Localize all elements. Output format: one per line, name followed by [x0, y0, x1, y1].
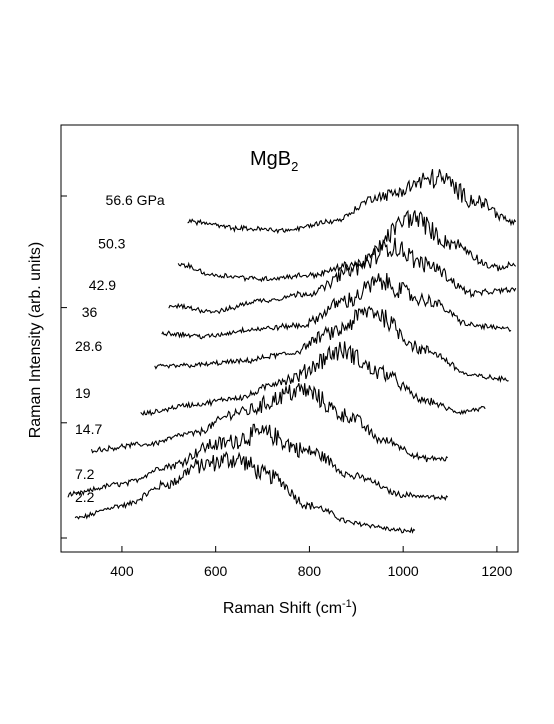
x-tick-label: 800 [298, 563, 322, 579]
y-axis-ticks [61, 195, 67, 539]
pressure-label: 50.3 [98, 235, 125, 251]
spectra-series [67, 168, 517, 534]
x-tick-label: 1000 [388, 563, 419, 579]
x-tick-label: 1200 [481, 563, 512, 579]
pressure-label: 28.6 [75, 338, 102, 354]
x-axis-label: Raman Shift (cm-1) [223, 598, 357, 617]
pressure-label: 7.2 [75, 466, 95, 482]
spectrum-line [140, 341, 486, 417]
pressure-label: 2.2 [75, 489, 95, 505]
pressure-label: 36 [82, 304, 98, 320]
spectrum-line [168, 237, 517, 315]
spectrum-line [177, 209, 517, 283]
spectrum-line [187, 168, 517, 235]
pressure-label: 56.6 GPa [106, 192, 165, 208]
x-tick-label: 600 [204, 563, 228, 579]
x-axis-ticks: 400 600 800 1000 1200 [110, 546, 513, 579]
spectrum-line [90, 383, 448, 463]
pressure-label: 42.9 [89, 277, 116, 293]
plot-frame [60, 124, 519, 553]
y-axis-label: Raman Intensity (arb. units) [27, 242, 44, 439]
pressure-labels: 2.2 7.2 14.7 19 28.6 36 42.9 50.3 56.6 GPa [75, 192, 165, 505]
pressure-label: 19 [75, 385, 91, 401]
pressure-label: 14.7 [75, 421, 102, 437]
spectrum-line [154, 305, 509, 383]
spectrum-line [67, 423, 449, 501]
x-tick-label: 400 [110, 563, 134, 579]
chart-title: MgB2 [250, 148, 298, 174]
spectrum-line [74, 451, 416, 534]
spectrum-line [161, 272, 512, 340]
